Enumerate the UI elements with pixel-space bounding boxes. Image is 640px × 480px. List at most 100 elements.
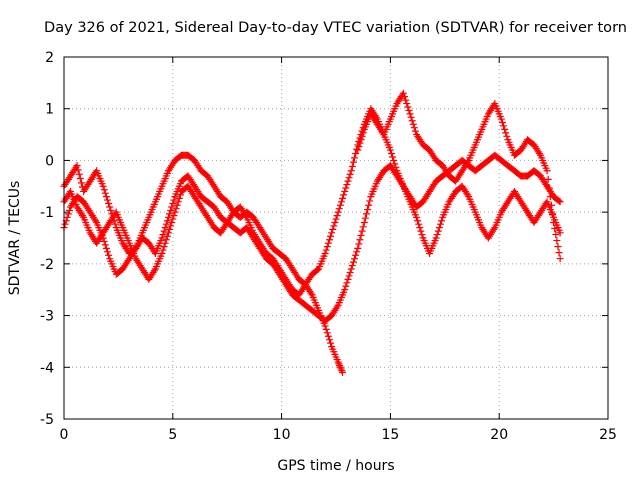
chart-title: Day 326 of 2021, Sidereal Day-to-day VTE… bbox=[44, 20, 627, 36]
data-point-track-b-interp bbox=[160, 227, 168, 235]
x-tick-label: 10 bbox=[273, 427, 291, 443]
data-point-track-d-interp bbox=[554, 243, 562, 251]
data-point-track-b-interp bbox=[105, 251, 113, 259]
data-point-track-c-interp bbox=[418, 231, 426, 239]
data-point-track-c-interp bbox=[170, 212, 178, 220]
data-point-track-a-interp bbox=[77, 179, 85, 187]
data-point-track-d-interp bbox=[502, 129, 510, 137]
data-point-track-a-interp bbox=[335, 360, 343, 368]
data-point-track-a-interp bbox=[74, 166, 82, 174]
data-point-track-b-interp bbox=[345, 272, 353, 280]
data-point-track-b-interp bbox=[64, 210, 72, 218]
data-point-track-d-interp bbox=[503, 132, 511, 140]
y-tick-label: 2 bbox=[45, 50, 54, 66]
data-point-track-a-interp bbox=[325, 336, 333, 344]
data-point-track-b-interp bbox=[365, 201, 373, 209]
data-point-track-d bbox=[556, 255, 564, 263]
data-point-track-c-interp bbox=[490, 225, 498, 233]
y-tick-label: -5 bbox=[40, 412, 54, 428]
data-point-track-b-interp bbox=[163, 217, 171, 225]
data-point-track-a-interp bbox=[327, 339, 335, 347]
data-point-track-b-interp bbox=[101, 241, 109, 249]
data-point-track-b-interp bbox=[344, 275, 352, 283]
data-point-track-d-interp bbox=[551, 225, 559, 233]
data-point-track-c bbox=[386, 146, 394, 154]
data-point-track-c-interp bbox=[166, 225, 174, 233]
data-point-track-d-interp bbox=[401, 93, 409, 101]
data-point-track-b-interp bbox=[356, 236, 364, 244]
data-point-track-d-interp bbox=[464, 158, 472, 166]
data-point-track-d-interp bbox=[409, 120, 417, 128]
data-point-track-b-interp bbox=[65, 206, 73, 214]
data-point-track-a bbox=[334, 358, 342, 366]
data-point-track-a-interp bbox=[75, 170, 83, 178]
data-point-track-a-interp bbox=[337, 365, 345, 373]
data-point-track-b-interp bbox=[346, 268, 354, 276]
data-point-track-b bbox=[360, 218, 368, 226]
data-point-track-d-interp bbox=[547, 201, 555, 209]
data-point-track-a bbox=[339, 368, 347, 376]
data-point-track-a-interp bbox=[307, 289, 315, 297]
data-point-track-b-interp bbox=[361, 214, 369, 222]
data-point-track-c-interp bbox=[438, 217, 446, 225]
data-point-track-c-interp bbox=[159, 246, 167, 254]
data-point-track-c bbox=[556, 229, 564, 237]
data-point-track-d-interp bbox=[553, 237, 561, 245]
x-tick-label: 5 bbox=[168, 427, 177, 443]
plot-frame bbox=[63, 56, 609, 420]
data-point-track-d bbox=[406, 110, 414, 118]
data-point-track-c-interp bbox=[434, 227, 442, 235]
data-point-track-c-interp bbox=[330, 222, 338, 230]
data-point-track-b-interp bbox=[359, 223, 367, 231]
data-point-track-c-interp bbox=[332, 215, 340, 223]
data-point-track-c-interp bbox=[433, 231, 441, 239]
data-point-track-c-interp bbox=[390, 156, 398, 164]
data-point-track-b-interp bbox=[61, 220, 69, 228]
data-point-track-c-interp bbox=[162, 236, 170, 244]
data-point-track-c bbox=[432, 234, 440, 242]
data-point-track-b bbox=[164, 213, 172, 221]
x-tick-label: 0 bbox=[60, 427, 69, 443]
data-point-track-a-interp bbox=[111, 220, 119, 228]
data-point-track-d-interp bbox=[402, 96, 410, 104]
data-point-track-b-interp bbox=[342, 282, 350, 290]
data-point-track-c-interp bbox=[323, 243, 331, 251]
data-point-track-a-interp bbox=[322, 325, 330, 333]
data-point-track-c-interp bbox=[167, 222, 175, 230]
data-point-track-b-interp bbox=[555, 197, 563, 205]
data-point-track-c-interp bbox=[333, 212, 341, 220]
data-point-track-b-interp bbox=[102, 244, 110, 252]
data-point-track-c-interp bbox=[436, 220, 444, 228]
data-point-track-d-interp bbox=[410, 124, 418, 132]
data-point-track-d bbox=[543, 167, 551, 175]
data-point-track-d-interp bbox=[544, 175, 552, 183]
data-point-track-b-interp bbox=[104, 248, 112, 256]
data-point-track-d-interp bbox=[403, 100, 411, 108]
data-point-track-d-interp bbox=[357, 136, 365, 144]
data-point-track-c-interp bbox=[173, 201, 181, 209]
data-point-track-b-interp bbox=[352, 251, 360, 259]
data-point-track-b-interp bbox=[348, 262, 356, 270]
data-point-track-a-interp bbox=[323, 329, 331, 337]
data-point-track-b-interp bbox=[167, 206, 175, 214]
data-point-track-c-interp bbox=[414, 217, 422, 225]
data-point-track-c-interp bbox=[435, 224, 443, 232]
data-point-track-b-interp bbox=[362, 210, 370, 218]
data-point-track-c-interp bbox=[417, 227, 425, 235]
data-point-track-c-interp bbox=[172, 205, 180, 213]
data-point-track-a bbox=[99, 182, 107, 190]
data-point-track-d-interp bbox=[549, 210, 557, 218]
data-point-track-d bbox=[354, 146, 362, 154]
data-point-track-a-interp bbox=[102, 193, 110, 201]
y-tick-label: 0 bbox=[45, 153, 54, 169]
y-tick-label: -3 bbox=[40, 309, 54, 325]
data-point-track-a-interp bbox=[324, 332, 332, 340]
data-point-track-c-interp bbox=[344, 177, 352, 185]
data-point-track-c-interp bbox=[327, 232, 335, 240]
data-point-track-a-interp bbox=[104, 196, 112, 204]
data-point-track-c-interp bbox=[150, 267, 158, 275]
data-point-track-d-interp bbox=[545, 184, 553, 192]
data-point-track-b-interp bbox=[358, 227, 366, 235]
y-tick-label: 1 bbox=[45, 102, 54, 118]
data-point-track-d-interp bbox=[405, 106, 413, 114]
